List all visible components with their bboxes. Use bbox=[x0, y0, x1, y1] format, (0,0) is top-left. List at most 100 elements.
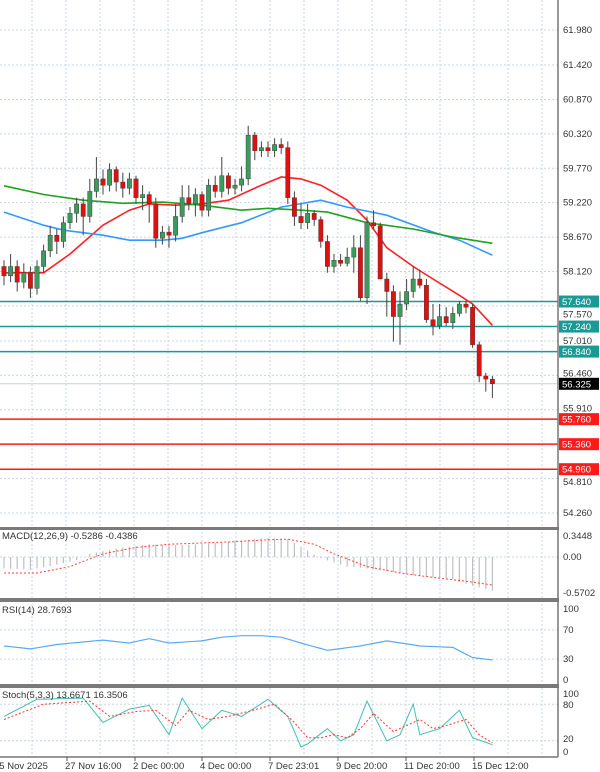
price-tick-label: 61.980 bbox=[563, 25, 592, 36]
rsi-tick-label: 100 bbox=[563, 604, 579, 615]
level-price-tag bbox=[559, 320, 599, 333]
stoch-signal-line bbox=[3, 700, 493, 744]
rsi-tick-label: 30 bbox=[563, 654, 574, 665]
time-tick-label: 9 Dec 20:00 bbox=[336, 761, 387, 772]
candle-bullish bbox=[219, 175, 225, 192]
price-tick-label: 54.810 bbox=[563, 477, 592, 488]
rsi-tick-label: 0 bbox=[563, 675, 568, 686]
candle-bearish bbox=[318, 219, 324, 242]
candle-bearish bbox=[298, 216, 304, 223]
candle-bearish bbox=[285, 147, 291, 198]
candle-bearish bbox=[470, 306, 475, 345]
candle-bearish bbox=[325, 241, 330, 267]
candle-bullish bbox=[344, 256, 350, 264]
candle-bearish bbox=[391, 291, 396, 317]
stoch-panel[interactable] bbox=[3, 696, 493, 748]
candle-bullish bbox=[93, 178, 99, 192]
candle-bullish bbox=[74, 203, 80, 214]
price-tick-label: 60.870 bbox=[563, 94, 592, 105]
price-panel[interactable] bbox=[0, 125, 558, 470]
price-tick-label: 60.320 bbox=[563, 129, 592, 140]
candle-bullish bbox=[87, 191, 93, 217]
candle-bearish bbox=[252, 134, 258, 151]
candle-bullish bbox=[179, 197, 185, 217]
candle-bullish bbox=[173, 216, 178, 236]
candle-bearish bbox=[265, 147, 271, 151]
candle-bullish bbox=[245, 134, 251, 180]
macd-signal-line bbox=[4, 538, 493, 586]
candle-bearish bbox=[278, 144, 284, 148]
level-price-label: 57.640 bbox=[562, 297, 591, 308]
macd-panel[interactable] bbox=[3, 537, 493, 591]
candle-bullish bbox=[159, 231, 165, 239]
candle-bullish bbox=[364, 222, 370, 298]
level-price-label: 57.240 bbox=[562, 322, 591, 333]
candle-bullish bbox=[34, 266, 40, 289]
candle-bullish bbox=[351, 247, 357, 258]
candle-bullish bbox=[47, 235, 53, 252]
macd-tick-label: -0.5702 bbox=[563, 588, 595, 599]
time-tick-label: 27 Nov 16:00 bbox=[65, 761, 122, 772]
price-tick-label: 59.770 bbox=[563, 163, 592, 174]
candle-bearish bbox=[417, 278, 423, 286]
candle-bearish bbox=[463, 303, 469, 308]
level-price-label: 54.960 bbox=[562, 465, 591, 476]
price-tick-label: 56.460 bbox=[563, 368, 592, 379]
time-tick-label: 11 Dec 20:00 bbox=[404, 761, 460, 772]
level-price-tag bbox=[559, 463, 599, 476]
candle-bullish bbox=[437, 316, 442, 327]
level-price-tag bbox=[559, 295, 599, 308]
time-tick-label: 2 Dec 00:00 bbox=[133, 761, 184, 772]
price-tick-label: 61.420 bbox=[563, 60, 592, 71]
candle-bullish bbox=[410, 278, 416, 292]
current-price-label: 56.325 bbox=[562, 379, 591, 390]
candle-bullish bbox=[8, 266, 13, 277]
candle-bullish bbox=[192, 194, 198, 205]
price-tick-label: 58.120 bbox=[563, 267, 592, 278]
candle-bearish bbox=[54, 235, 60, 242]
candle-bearish bbox=[146, 194, 152, 205]
level-price-tag bbox=[559, 438, 599, 451]
level-price-label: 55.360 bbox=[562, 440, 591, 451]
candle-bearish bbox=[311, 213, 317, 220]
price-tick-label: 54.260 bbox=[563, 508, 592, 519]
candle-bearish bbox=[28, 272, 33, 289]
candle-bearish bbox=[153, 203, 159, 239]
rsi-label: RSI(14) 28.7693 bbox=[2, 605, 72, 616]
candle-bullish bbox=[239, 178, 244, 186]
candle-bearish bbox=[113, 169, 119, 183]
candle-bullish bbox=[404, 291, 409, 305]
candle-bullish bbox=[331, 260, 337, 267]
stoch-tick-label: 20 bbox=[563, 734, 574, 745]
time-tick-label: 4 Dec 00:00 bbox=[200, 761, 251, 772]
price-tick-label: 57.570 bbox=[563, 310, 592, 321]
macd-label: MACD(12,26,9) -0.5286 -0.4386 bbox=[2, 531, 138, 542]
candle-bullish bbox=[232, 184, 238, 189]
level-price-label: 55.760 bbox=[562, 415, 591, 426]
candle-bearish bbox=[384, 278, 390, 292]
candle-bearish bbox=[120, 181, 126, 189]
candle-bearish bbox=[166, 231, 172, 236]
price-tick-label: 55.910 bbox=[563, 404, 592, 415]
panel-separator bbox=[0, 527, 559, 530]
candle-bullish bbox=[126, 178, 132, 189]
candle-bearish bbox=[186, 197, 192, 205]
candle-bearish bbox=[133, 178, 139, 198]
level-price-tag bbox=[559, 345, 599, 358]
time-tick-label: 25 Nov 2025 bbox=[0, 761, 48, 772]
candle-bearish bbox=[14, 266, 20, 283]
moving-average-line bbox=[3, 185, 493, 245]
candle-bearish bbox=[371, 222, 376, 227]
stoch-tick-label: 0 bbox=[563, 747, 568, 758]
candle-bullish bbox=[272, 144, 277, 151]
candle-bearish bbox=[100, 178, 106, 186]
price-tick-label: 59.220 bbox=[563, 198, 592, 209]
candle-bearish bbox=[338, 260, 343, 264]
candle-bullish bbox=[140, 194, 145, 198]
candle-bullish bbox=[397, 303, 403, 317]
rsi-panel[interactable] bbox=[3, 635, 493, 661]
price-tick-label: 57.010 bbox=[563, 336, 592, 347]
candle-bullish bbox=[21, 272, 27, 283]
candle-bearish bbox=[430, 319, 436, 327]
